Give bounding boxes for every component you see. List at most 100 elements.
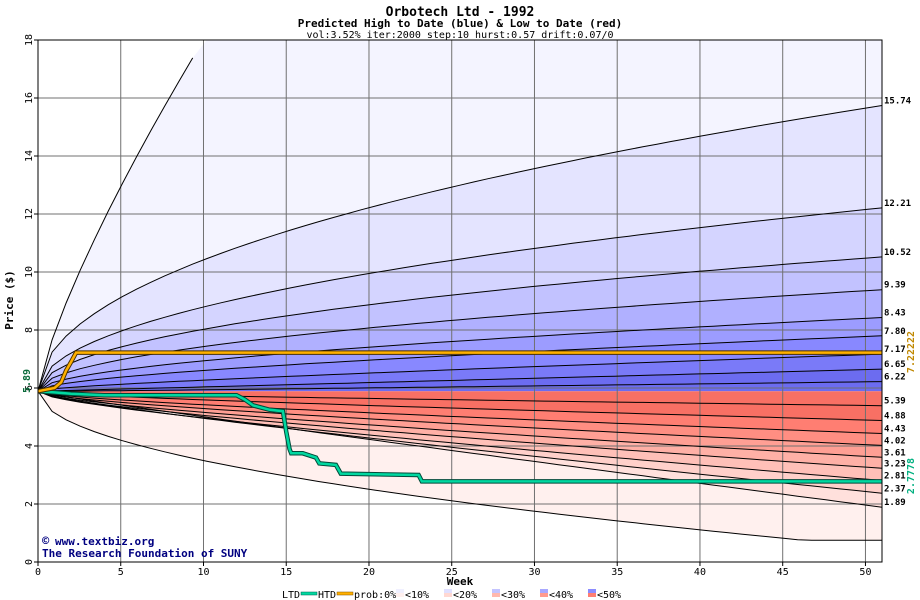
y-tick-label-4: 4 xyxy=(24,443,35,449)
htd-final-label: 7.22222 xyxy=(906,331,917,373)
high-band-0 xyxy=(38,40,882,392)
start-price-label: 5.89 xyxy=(22,369,33,393)
watermark: © www.textbiz.org The Research Foundatio… xyxy=(42,534,248,560)
legend-item-label-2: <30% xyxy=(501,590,525,600)
chart-subtitle: Predicted High to Date (blue) & Low to D… xyxy=(298,17,623,30)
legend-swatch-blue-4 xyxy=(588,589,596,593)
y-tick-label-2: 2 xyxy=(24,501,35,507)
htd-series-line xyxy=(37,351,882,393)
high-band-2 xyxy=(38,105,882,392)
legend-swatch-blue-2 xyxy=(492,589,500,593)
legend-item-label-1: <20% xyxy=(453,590,477,600)
legend-swatch-red-0 xyxy=(396,593,404,597)
high-band-8 xyxy=(38,354,882,392)
y-tick-label-10: 10 xyxy=(24,266,35,278)
low-curve-4.88 xyxy=(37,390,883,421)
watermark-org: The Research Foundation of SUNY xyxy=(42,547,248,560)
low-curve-3.61 xyxy=(37,390,883,458)
legend-swatch-blue-1 xyxy=(444,589,452,593)
high-curve-6.65 xyxy=(37,368,883,392)
end-label-9.39: 9.39 xyxy=(884,281,906,291)
low-band-0 xyxy=(38,391,882,406)
legend-htd-swatch xyxy=(336,591,354,596)
percentile-curves xyxy=(37,57,883,541)
x-tick-label-15: 15 xyxy=(280,567,292,578)
legend-items: <10% <20% <30% <40% <50% xyxy=(396,589,621,600)
legend-prob-label: prob:0% xyxy=(354,590,396,600)
x-tick-label-10: 10 xyxy=(197,567,209,578)
x-tick-label-50: 50 xyxy=(859,567,871,578)
probability-bands xyxy=(38,40,882,562)
legend-swatch-red-4 xyxy=(588,593,596,597)
copyright-icon: © xyxy=(42,534,50,548)
legend-swatch-red-2 xyxy=(492,593,500,597)
x-tick-label-35: 35 xyxy=(611,567,623,578)
end-label-8.43: 8.43 xyxy=(884,309,906,319)
x-tick-label-20: 20 xyxy=(363,567,375,578)
end-label-6.22: 6.22 xyxy=(884,373,906,383)
legend-ltd-swatch xyxy=(300,591,318,596)
x-tick-label-25: 25 xyxy=(446,567,458,578)
legend-swatch-red-3 xyxy=(540,593,548,597)
tick-labels: 0 5 10 15 20 25 30 35 40 45 50 0 2 4 6 8 10 12 14 16 18 xyxy=(24,34,871,578)
end-label-3.23: 3.23 xyxy=(884,459,906,469)
high-band-5 xyxy=(38,289,882,392)
legend-item-label-4: <50% xyxy=(597,590,621,600)
date-series xyxy=(37,350,882,484)
ltd-series-line xyxy=(37,389,882,483)
high-curve-7.80 xyxy=(37,335,883,392)
y-tick-label-18: 18 xyxy=(24,34,35,46)
low-curve-4.43 xyxy=(37,390,883,434)
high-curve-8.43 xyxy=(37,317,883,392)
y-axis-label: Price ($) xyxy=(3,270,16,330)
high-curve-9.39 xyxy=(37,289,883,392)
y-tick-label-16: 16 xyxy=(24,92,35,104)
end-label-10.52: 10.52 xyxy=(884,248,911,258)
low-band-6 xyxy=(38,391,882,481)
end-label-4.88: 4.88 xyxy=(884,411,906,421)
end-label-3.61: 3.61 xyxy=(884,448,906,458)
plot-frame xyxy=(37,39,883,563)
legend-htd-label: HTD xyxy=(318,590,336,600)
chart-title: Orbotech Ltd - 1992 xyxy=(386,5,535,20)
end-label-4.02: 4.02 xyxy=(884,436,906,446)
end-label-7.80: 7.80 xyxy=(884,327,906,337)
high-curve-12.21 xyxy=(37,207,883,392)
extreme-high-curve xyxy=(37,57,194,392)
low-band-10 xyxy=(38,391,882,562)
low-band-7 xyxy=(38,391,882,494)
legend: LTD HTD prob:0% <10% <20% <30% <40% <50% xyxy=(282,589,621,600)
chart-parameters: vol:3.52% iter:2000 step:10 hurst:0.57 d… xyxy=(306,30,613,41)
x-tick-label-5: 5 xyxy=(118,567,124,578)
watermark-url: www.textbiz.org xyxy=(55,535,154,548)
end-label-2.37: 2.37 xyxy=(884,484,906,494)
low-band-3 xyxy=(38,391,882,446)
end-label-1.89: 1.89 xyxy=(884,498,906,508)
extreme-low-curve xyxy=(37,390,882,541)
ltd-final-label: 2.7778 xyxy=(906,458,917,494)
legend-swatch-red-1 xyxy=(444,593,452,597)
y-tick-label-0: 0 xyxy=(24,559,35,565)
high-curve-6.22 xyxy=(37,381,883,392)
x-tick-label-45: 45 xyxy=(777,567,789,578)
high-curve-15.74 xyxy=(37,105,883,392)
low-curve-2.37 xyxy=(37,390,883,494)
end-label-5.39: 5.39 xyxy=(884,397,906,407)
high-band-1 xyxy=(38,40,882,392)
x-tick-label-30: 30 xyxy=(528,567,540,578)
y-tick-label-6: 6 xyxy=(24,385,35,391)
low-curve-1.89 xyxy=(37,390,883,508)
end-label-12.21: 12.21 xyxy=(884,199,911,209)
high-band-4 xyxy=(38,256,882,392)
low-band-1 xyxy=(38,391,882,421)
x-axis-label: Week xyxy=(447,575,474,588)
axes xyxy=(34,39,883,566)
y-tick-label-14: 14 xyxy=(24,150,35,162)
legend-item-label-0: <10% xyxy=(405,590,429,600)
high-band-7 xyxy=(38,335,882,392)
legend-swatch-blue-3 xyxy=(540,589,548,593)
x-tick-label-40: 40 xyxy=(694,567,706,578)
end-label-7.17: 7.17 xyxy=(884,345,906,355)
high-band-10 xyxy=(38,381,882,392)
